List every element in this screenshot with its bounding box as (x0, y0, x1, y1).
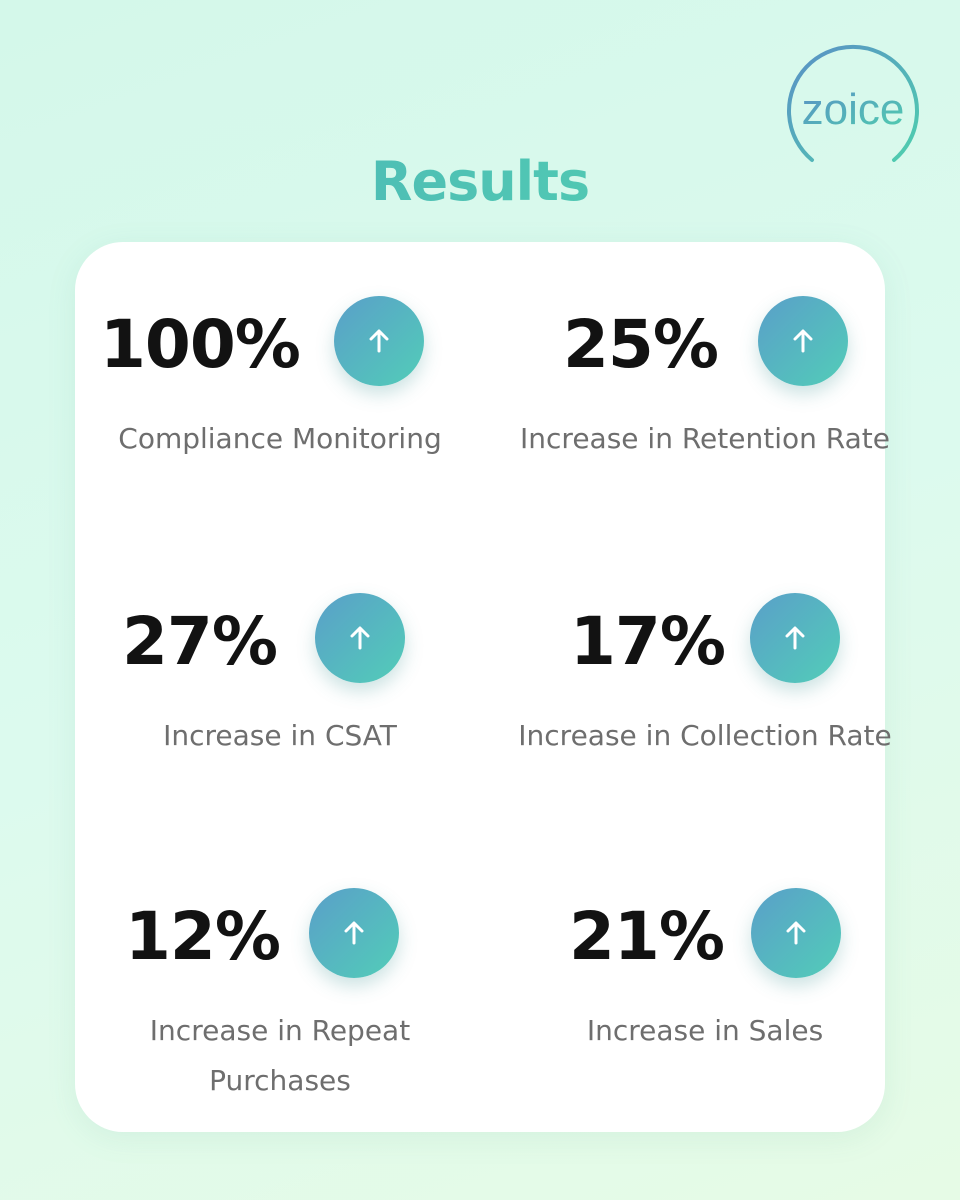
stat-label: Increase in Retention Rate (520, 422, 890, 455)
stat-value: 12% (125, 898, 281, 975)
results-card: 100% Compliance Monitoring 25% Increase … (75, 242, 892, 1132)
stat-value: 100% (100, 306, 301, 383)
stat-value: 27% (122, 603, 278, 680)
zoice-logo: zoice (782, 42, 924, 184)
arrow-up-icon (750, 593, 840, 683)
logo-mark: zoice (787, 44, 919, 184)
page-title: Results (0, 150, 960, 213)
logo-text: zoice (802, 85, 905, 134)
arrow-up-icon (334, 296, 424, 386)
stat-value: 17% (570, 603, 726, 680)
arrow-up-icon (309, 888, 399, 978)
arrow-up-icon (315, 593, 405, 683)
stat-label: Compliance Monitoring (118, 422, 442, 455)
stat-value: 21% (569, 898, 725, 975)
stat-label: Increase in Collection Rate (518, 719, 892, 752)
arrow-up-icon (758, 296, 848, 386)
stat-label: Increase in Repeat Purchases (149, 1014, 411, 1097)
arrow-up-icon (751, 888, 841, 978)
stat-value: 25% (563, 306, 719, 383)
stat-label: Increase in Sales (586, 1014, 824, 1047)
stat-label: Increase in CSAT (163, 719, 397, 752)
